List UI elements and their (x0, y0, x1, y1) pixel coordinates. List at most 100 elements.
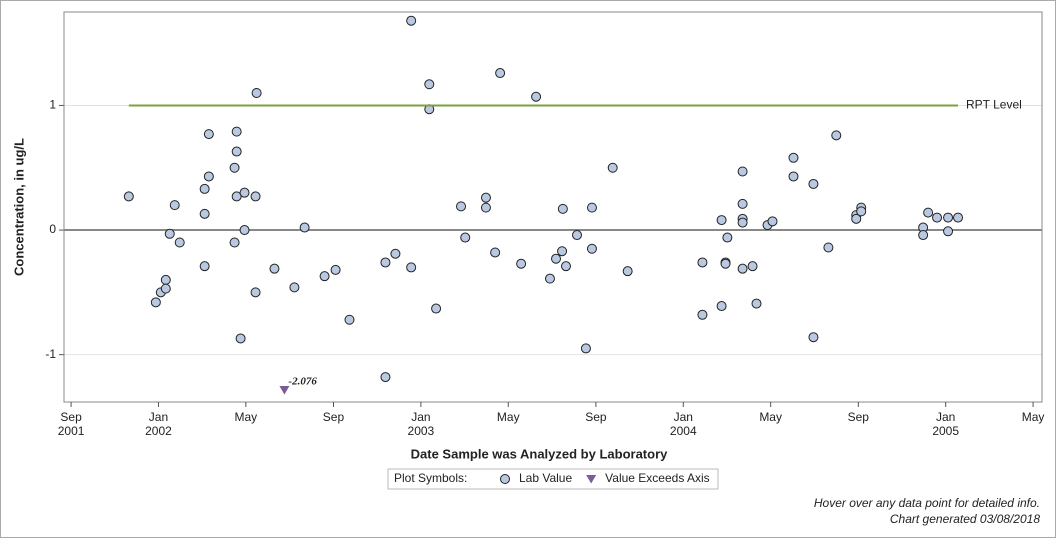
data-point (722, 232, 733, 243)
data-point (174, 237, 185, 248)
data-point (544, 273, 555, 284)
data-point (747, 261, 758, 272)
data-point (697, 309, 708, 320)
data-point (557, 203, 568, 214)
data-point (737, 217, 748, 228)
data-point (330, 264, 341, 275)
data-point (250, 287, 261, 298)
rpt-label: RPT Level (966, 98, 1022, 112)
data-point (856, 206, 867, 217)
legend-marker (586, 475, 597, 484)
legend-title: Plot Symbols: (394, 471, 467, 485)
data-point (551, 253, 562, 264)
data-point (319, 271, 330, 282)
y-tick-label: 0 (49, 222, 56, 236)
data-point (406, 262, 417, 273)
data-point (299, 222, 310, 233)
data-point (229, 162, 240, 173)
data-point (123, 191, 134, 202)
legend-label: Value Exceeds Axis (605, 471, 710, 485)
data-point (235, 333, 246, 344)
y-axis-label: Concentration, in ug/L (11, 138, 26, 276)
x-tick-label: May (496, 410, 520, 424)
data-point (851, 213, 862, 224)
data-point (424, 79, 435, 90)
data-point (751, 298, 762, 309)
y-tick-label: 1 (49, 98, 56, 112)
data-point (720, 258, 731, 269)
x-tick-label: May (759, 410, 782, 424)
data-point (480, 202, 491, 213)
data-point (380, 372, 391, 383)
exceeds-label: -2.076 (288, 376, 317, 388)
data-point (697, 257, 708, 268)
x-tick-label: Sep 2001 (57, 410, 85, 438)
x-tick-label: Sep (847, 410, 869, 424)
data-point (823, 242, 834, 253)
data-point (737, 198, 748, 209)
data-point (531, 91, 542, 102)
data-point (150, 297, 161, 308)
x-tick-label: Jan 2005 (932, 410, 960, 438)
data-point (953, 212, 964, 223)
data-point (716, 301, 727, 312)
data-point (250, 191, 261, 202)
x-tick-label: Jan 2002 (145, 410, 172, 438)
data-point (943, 226, 954, 237)
data-point (490, 247, 501, 258)
data-point (586, 243, 597, 254)
footnote: Hover over any data point for detailed i… (814, 496, 1040, 510)
data-point (431, 303, 442, 314)
x-tick-label: Jan 2003 (407, 410, 435, 438)
data-point (199, 183, 210, 194)
data-point (767, 216, 778, 227)
data-point (229, 237, 240, 248)
data-point (495, 68, 506, 79)
x-tick-label: May (1021, 410, 1045, 424)
data-point (269, 263, 280, 274)
data-point (918, 230, 929, 241)
x-tick-label: Jan 2004 (669, 410, 697, 438)
data-point (923, 207, 934, 218)
data-point (406, 15, 417, 26)
data-point (239, 187, 250, 198)
data-point (716, 215, 727, 226)
data-point (480, 192, 491, 203)
data-point (203, 129, 214, 140)
data-point (231, 126, 242, 137)
data-point (231, 146, 242, 157)
data-point (607, 162, 618, 173)
data-point (289, 282, 300, 293)
x-axis-label: Date Sample was Analyzed by Laboratory (411, 446, 668, 461)
data-point (943, 212, 954, 223)
data-point (560, 261, 571, 272)
data-point (622, 266, 633, 277)
data-point (788, 171, 799, 182)
x-tick-label: Sep (585, 410, 607, 424)
data-point (380, 257, 391, 268)
data-point (199, 208, 210, 219)
data-point (586, 202, 597, 213)
data-point (737, 166, 748, 177)
data-point (788, 152, 799, 163)
data-point (164, 228, 175, 239)
data-point (580, 343, 591, 354)
data-point (160, 274, 171, 285)
exceeds-marker (279, 386, 290, 395)
data-point (160, 283, 171, 294)
data-point (199, 261, 210, 272)
y-tick-label: -1 (45, 347, 56, 361)
data-point (251, 87, 262, 98)
data-point (808, 178, 819, 189)
data-point (390, 248, 401, 259)
x-tick-label: Sep (322, 410, 345, 424)
legend-box (387, 468, 719, 490)
x-tick-label: May (234, 410, 258, 424)
legend-label: Lab Value (519, 471, 572, 485)
data-point (831, 130, 842, 141)
data-point (808, 332, 819, 343)
data-point (231, 191, 242, 202)
data-point (203, 171, 214, 182)
